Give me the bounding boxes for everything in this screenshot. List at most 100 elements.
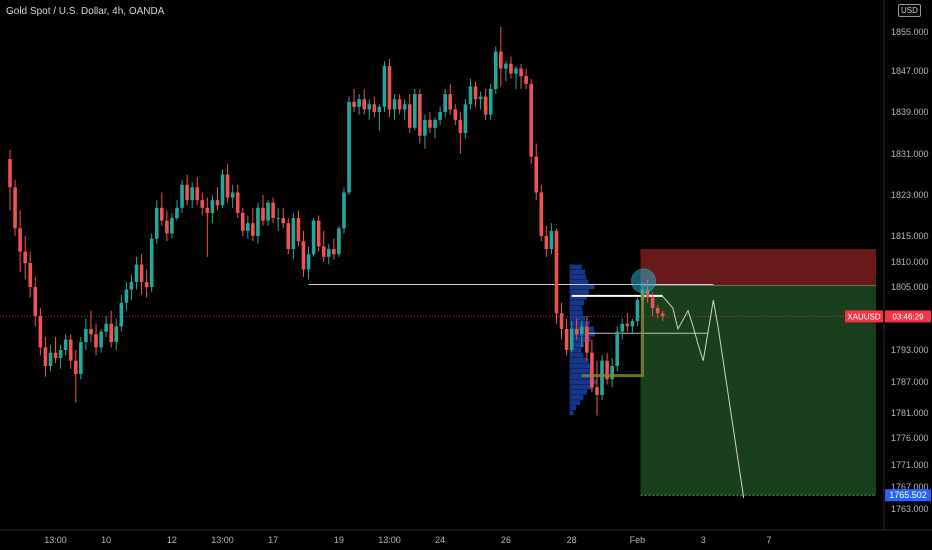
candle-body [326, 249, 331, 257]
time-tick-label: 26 [501, 535, 511, 545]
currency-button[interactable]: USD [898, 4, 921, 17]
drawings[interactable] [581, 268, 745, 499]
candle-body [48, 352, 53, 366]
volume-profile-bar [569, 284, 595, 290]
time-tick-label: 10 [101, 535, 111, 545]
price-tick-label: 1810.000 [891, 257, 929, 267]
candle-body [13, 187, 17, 229]
target-price-tag [885, 489, 931, 502]
candle-body [625, 323, 630, 327]
candle-body [53, 352, 58, 358]
candle-body [296, 218, 301, 242]
candle-body [321, 246, 326, 257]
candle-body [281, 218, 286, 224]
candle-body [149, 238, 154, 287]
candle-body [433, 119, 437, 128]
candle-body [256, 207, 260, 236]
volume-profile-bar [569, 363, 593, 369]
candle-body [423, 119, 427, 136]
volume-profile-bar [569, 358, 589, 364]
volume-profile-bar [569, 305, 582, 311]
candle-body [478, 96, 483, 100]
candle-body [488, 88, 493, 115]
candle-body [483, 96, 488, 115]
price-tick-label: 1823.000 [891, 190, 929, 200]
candle-body [564, 329, 569, 350]
projection-path[interactable] [662, 296, 745, 499]
candle-body [443, 94, 447, 112]
candle-body [114, 326, 119, 343]
volume-profile-bar [569, 315, 586, 321]
candles [8, 27, 665, 416]
candle-body [154, 207, 159, 239]
volume-profile-bar [569, 294, 587, 300]
candle-body [630, 321, 635, 327]
candle-body [316, 220, 321, 247]
volume-profile-bar [569, 410, 574, 416]
candle-body [655, 308, 660, 314]
candle-body [286, 223, 291, 249]
highlight-circle[interactable] [631, 268, 656, 294]
candle-body [235, 192, 240, 213]
candle-body [261, 207, 265, 221]
time-tick-label: 13:00 [44, 535, 67, 545]
candle-body [139, 264, 144, 282]
candle-body [190, 187, 194, 201]
average-price-path[interactable] [581, 289, 644, 378]
candle-body [200, 200, 205, 208]
candle-body [387, 66, 392, 110]
candle-body [413, 94, 417, 128]
candle-body [251, 223, 255, 236]
volume-profile-bar [569, 394, 584, 400]
volume-profile-bar [569, 279, 589, 285]
price-tick-label: 1767.000 [891, 482, 929, 492]
candle-body [392, 99, 397, 110]
candle-body [438, 112, 442, 120]
time-tick-label: 17 [268, 535, 278, 545]
symbol-tag-label: XAUUSD [847, 312, 881, 321]
candle-body [600, 360, 604, 395]
price-tick-label: 1776.000 [891, 433, 929, 443]
candle-body [175, 207, 179, 219]
candle-body [124, 289, 129, 303]
volume-profile-bar [569, 310, 583, 316]
candle-body [650, 297, 655, 308]
candle-body [210, 200, 215, 213]
volume-profile-bar [569, 336, 591, 342]
volume-profile-bar [569, 352, 584, 358]
candle-body [509, 63, 513, 74]
volume-profile-bar [569, 405, 577, 411]
candle-body [129, 282, 134, 290]
candle-body [635, 300, 640, 322]
candle-body [18, 228, 22, 252]
candle-body [402, 104, 407, 110]
price-tick-label: 1805.000 [891, 282, 929, 292]
candle-body [89, 329, 93, 335]
candle-body [377, 106, 382, 112]
candle-body [468, 86, 473, 105]
candle-body [579, 326, 584, 335]
candle-body [246, 223, 250, 231]
candle-body [615, 331, 619, 366]
candle-body [332, 249, 336, 255]
volume-profile-bar [569, 274, 587, 280]
price-axis[interactable]: 1855.000 1847.000 1839.000 1831.000 1823.000… [891, 27, 929, 514]
price-tick-label: 1847.000 [891, 66, 929, 76]
candle-body [134, 264, 139, 282]
candle-body [23, 251, 27, 263]
candle-body [504, 63, 508, 69]
candle-body [94, 334, 98, 348]
price-tick-label: 1763.000 [891, 504, 929, 514]
candle-body [291, 218, 296, 249]
candle-body [418, 94, 422, 136]
candle-body [514, 68, 518, 74]
candle-body [458, 119, 463, 133]
candle-body [84, 329, 88, 343]
countdown-tag-label: 03:46:29 [892, 312, 924, 321]
volume-profile-bar [569, 289, 589, 295]
candle-body [544, 236, 549, 249]
candle-body [610, 366, 614, 380]
time-axis[interactable]: 13:00 10 12 13:00 17 19 13:00 24 26 28 Feb 3 7 [44, 535, 771, 545]
candle-body [33, 287, 38, 316]
